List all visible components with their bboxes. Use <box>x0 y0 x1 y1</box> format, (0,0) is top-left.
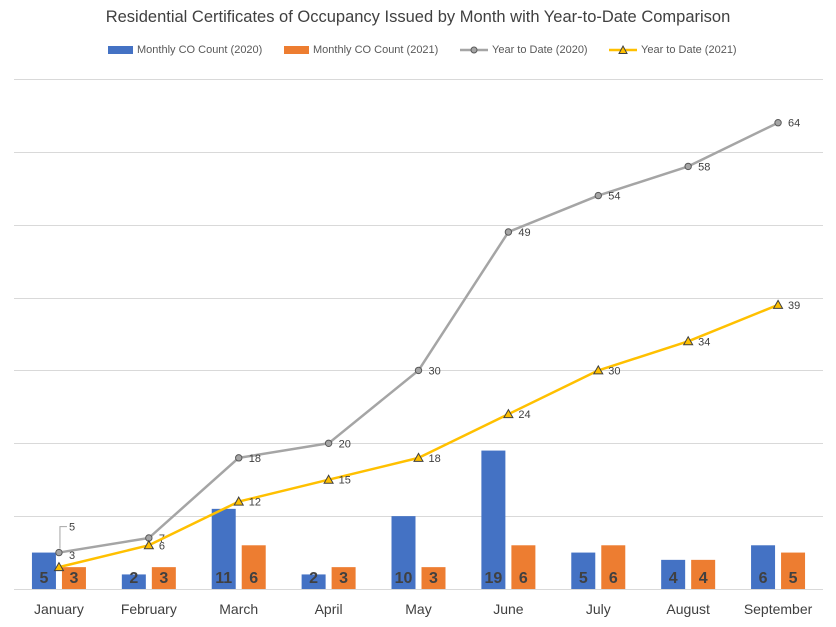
bar-label: 5 <box>39 570 48 587</box>
x-tick-label: March <box>219 601 258 617</box>
bar-label: 2 <box>309 570 318 587</box>
bar-2021-may <box>421 567 446 589</box>
ytd-point-2021 <box>413 452 424 462</box>
ytd-label-2021: 24 <box>518 409 530 421</box>
bar-2020-march <box>211 508 236 589</box>
ytd-label-2020: 64 <box>788 118 800 130</box>
x-tick-label: May <box>405 601 431 617</box>
ytd-label-2020: 30 <box>429 365 441 377</box>
ytd-label-2020: 58 <box>698 161 710 173</box>
bar-label: 19 <box>484 570 502 587</box>
ytd-point-2020 <box>594 191 602 200</box>
x-tick-label: June <box>493 601 524 617</box>
bar-label: 2 <box>129 570 138 587</box>
ytd-point-2020 <box>55 548 63 557</box>
ytd-point-2021 <box>772 299 784 309</box>
legend-swatch-ytd-2020 <box>460 46 488 54</box>
legend-label-co-2020: Monthly CO Count (2020) <box>137 44 263 56</box>
legend-item-ytd-2020: Year to Date (2020) <box>460 44 588 56</box>
x-tick-label: April <box>315 601 343 617</box>
bar-2020-september <box>751 545 776 589</box>
bar-2021-february <box>151 567 176 589</box>
bar-2020-february <box>121 574 146 589</box>
bar-label: 6 <box>519 570 528 587</box>
ytd-label-2021: 18 <box>429 453 441 465</box>
bar-label: 10 <box>395 570 413 587</box>
ytd-label-2021: 15 <box>339 475 351 487</box>
bar-2020-may <box>391 516 416 589</box>
x-tick-label: February <box>121 601 177 617</box>
bar-2020-august <box>661 559 686 589</box>
legend-label-ytd-2020: Year to Date (2020) <box>492 44 588 56</box>
bar-label: 3 <box>69 570 78 587</box>
ytd-point-2021 <box>143 539 155 550</box>
bar-2021-june <box>511 545 536 589</box>
bar-2021-august <box>691 559 716 589</box>
bar-2021-april <box>331 567 356 589</box>
ytd-label-2021: 3 <box>69 550 75 562</box>
ytd-point-2021 <box>503 408 514 419</box>
ytd-point-2020 <box>774 119 782 127</box>
chart-legend: Monthly CO Count (2020) Monthly CO Count… <box>0 44 836 62</box>
ytd-point-2021 <box>53 561 65 572</box>
ytd-point-2021 <box>592 364 604 375</box>
ytd-line-2020 <box>58 121 779 554</box>
ytd-label-2020: 18 <box>249 453 261 465</box>
ytd-point-2020 <box>504 228 513 236</box>
ytd-point-2020 <box>414 366 423 375</box>
bar-2021-july <box>601 545 626 589</box>
bar-2020-january <box>31 552 56 589</box>
ytd-point-2021 <box>323 474 334 484</box>
legend-label-ytd-2021: Year to Date (2021) <box>641 44 737 56</box>
ytd-label-2020: 49 <box>518 227 530 239</box>
legend-swatch-co-2020 <box>108 46 133 54</box>
ytd-point-2021 <box>682 335 694 346</box>
ytd-label-2021: 6 <box>159 540 165 552</box>
ytd-label-2020: 54 <box>608 191 620 203</box>
ytd-point-2021 <box>233 496 245 506</box>
ytd-label-2021: 30 <box>608 365 620 377</box>
bar-label: 4 <box>699 570 708 587</box>
x-tick-label: August <box>666 601 710 617</box>
bar-label: 6 <box>759 570 768 587</box>
x-tick-label: September <box>744 601 813 617</box>
ytd-label-2021: 39 <box>788 300 800 312</box>
bar-2020-july <box>571 552 596 589</box>
bar-2021-september <box>781 552 806 589</box>
x-tick-label: July <box>586 601 611 617</box>
ytd-label-2021: 12 <box>249 497 261 509</box>
ytd-label-2021: 34 <box>698 336 710 348</box>
legend-swatch-co-2021 <box>284 46 309 54</box>
bar-label: 6 <box>249 570 258 587</box>
bar-label: 3 <box>339 570 348 587</box>
label-leader-line <box>59 526 67 549</box>
legend-label-co-2021: Monthly CO Count (2021) <box>313 44 439 56</box>
bar-2020-june <box>481 450 506 589</box>
bar-label: 5 <box>579 570 588 587</box>
bar-label: 3 <box>159 570 168 587</box>
legend-item-co-2020: Monthly CO Count (2020) <box>108 44 262 56</box>
bar-2021-january <box>61 567 86 589</box>
legend-item-co-2021: Monthly CO Count (2021) <box>284 44 438 56</box>
x-tick-label: January <box>34 601 84 617</box>
bar-label: 5 <box>789 570 798 587</box>
ytd-line-2021 <box>58 303 779 569</box>
legend-swatch-ytd-2021 <box>609 44 637 54</box>
bar-label: 3 <box>429 570 438 587</box>
ytd-point-2020 <box>684 162 692 171</box>
bar-2021-march <box>241 545 266 589</box>
ytd-point-2020 <box>324 439 333 447</box>
bar-2020-april <box>301 574 326 589</box>
bar-label: 4 <box>669 570 678 587</box>
ytd-label-2020: 5 <box>69 522 75 534</box>
legend-item-ytd-2021: Year to Date (2021) <box>609 44 737 56</box>
bar-label: 6 <box>609 570 618 587</box>
bar-label: 11 <box>215 570 232 587</box>
chart-title: Residential Certificates of Occupancy Is… <box>105 8 731 26</box>
ytd-label-2020: 20 <box>339 438 351 450</box>
ytd-point-2020 <box>235 454 243 462</box>
